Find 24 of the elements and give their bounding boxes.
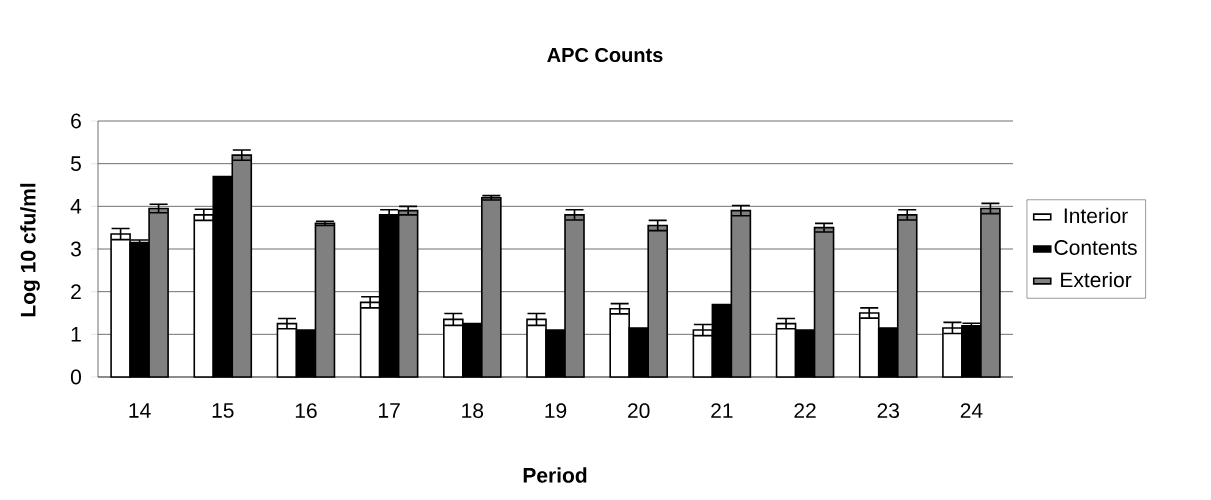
x-tick-label: 20 [628, 403, 650, 419]
y-tick-label: 5 [70, 156, 81, 171]
x-tick-label: 15 [212, 403, 234, 418]
y-tick-label: 6 [71, 113, 81, 129]
x-tick-label: 23 [877, 403, 899, 419]
x-tick-label: 22 [794, 403, 816, 418]
x-tick-label: 16 [295, 403, 317, 419]
chart-title: APC Counts [547, 47, 663, 63]
y-tick-label: 4 [70, 199, 82, 214]
y-axis-title: Log 10 cfu/ml [20, 183, 40, 317]
x-tick-label: 14 [129, 403, 151, 418]
x-tick-label: 24 [960, 403, 983, 418]
y-tick-label: 1 [71, 327, 81, 342]
x-tick-label: 18 [462, 403, 484, 419]
legend-label: Contents [1054, 240, 1137, 255]
y-tick-label: 0 [70, 369, 81, 385]
y-tick-label: 3 [70, 241, 81, 257]
x-tick-label: 21 [711, 403, 733, 418]
y-tick-label: 2 [71, 284, 81, 299]
x-axis-title: Period [523, 467, 587, 483]
legend-label: Interior [1064, 207, 1128, 224]
legend-label: Exterior [1061, 271, 1132, 288]
x-tick-label: 19 [545, 403, 567, 419]
x-tick-label: 17 [379, 403, 400, 418]
